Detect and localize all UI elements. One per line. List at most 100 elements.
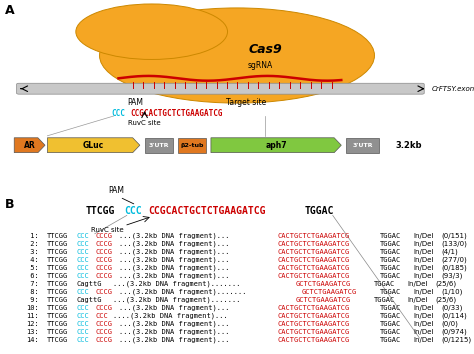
Text: CCC: CCC — [77, 321, 90, 327]
Text: ...(3.2kb DNA fragment)...: ...(3.2kb DNA fragment)... — [119, 336, 230, 343]
Text: CCC: CCC — [95, 313, 108, 319]
Text: TGGAC: TGGAC — [380, 289, 401, 295]
Text: CCC: CCC — [111, 109, 125, 119]
Text: 6:: 6: — [26, 273, 39, 279]
Text: In/Del: In/Del — [413, 233, 433, 239]
Text: CCCG: CCCG — [95, 289, 112, 295]
Ellipse shape — [100, 8, 374, 103]
Text: In/Del: In/Del — [413, 321, 433, 327]
Text: (1/10): (1/10) — [441, 289, 463, 295]
Text: PAM: PAM — [127, 98, 143, 107]
Text: In/Del: In/Del — [413, 241, 433, 247]
Text: (0/0): (0/0) — [441, 320, 458, 327]
Text: 2:: 2: — [26, 241, 39, 247]
Text: CACTGCTCTGAAGATCG: CACTGCTCTGAAGATCG — [277, 329, 349, 335]
Text: In/Del: In/Del — [413, 265, 433, 271]
Text: 12:: 12: — [26, 321, 39, 327]
Text: CACTGCTCTGAAGATCG: CACTGCTCTGAAGATCG — [277, 337, 349, 343]
Text: TGGAC: TGGAC — [304, 206, 334, 216]
Text: Cas9: Cas9 — [248, 43, 283, 56]
Text: CCCG: CCCG — [95, 265, 112, 271]
Text: ...(3.2kb DNA fragment)...: ...(3.2kb DNA fragment)... — [119, 233, 230, 239]
Polygon shape — [47, 138, 140, 153]
Text: In/Del: In/Del — [407, 297, 428, 303]
Text: TTCGG: TTCGG — [46, 241, 68, 247]
Text: ...(3.2kb DNA fragment)...: ...(3.2kb DNA fragment)... — [119, 273, 230, 279]
Text: TTCGG: TTCGG — [46, 329, 68, 335]
Text: CCC: CCC — [77, 233, 90, 239]
Text: TGGAC: TGGAC — [380, 257, 401, 263]
Text: TTCGG: TTCGG — [85, 206, 115, 216]
Text: TTCGG: TTCGG — [46, 233, 68, 239]
Text: aph7: aph7 — [265, 141, 287, 150]
Text: GLuc: GLuc — [83, 141, 104, 150]
Polygon shape — [145, 138, 173, 153]
Text: CrFTSY.exon4: CrFTSY.exon4 — [431, 86, 474, 92]
Text: GCTCTGAAGATCG: GCTCTGAAGATCG — [295, 297, 351, 303]
Text: TGGAC: TGGAC — [380, 233, 401, 239]
Text: ...(3.2kb DNA fragment)...: ...(3.2kb DNA fragment)... — [119, 265, 230, 271]
Text: CCCG: CCCG — [95, 241, 112, 247]
Text: 10:: 10: — [26, 305, 39, 311]
Text: In/Del: In/Del — [413, 313, 433, 319]
Text: TTCGG: TTCGG — [46, 257, 68, 263]
Text: CCCG: CCCG — [95, 329, 112, 335]
Text: ...(3.2kb DNA fragment)...: ...(3.2kb DNA fragment)... — [119, 249, 230, 255]
Text: CACTGCTCTGAAGATCG: CACTGCTCTGAAGATCG — [277, 241, 349, 247]
Text: TGGAC: TGGAC — [380, 249, 401, 255]
Text: A: A — [5, 4, 14, 17]
Text: CCC: CCC — [77, 257, 90, 263]
Text: 9:: 9: — [26, 297, 39, 303]
Text: CCC: CCC — [77, 305, 90, 311]
Text: CCC: CCC — [124, 206, 142, 216]
Text: TGGAC: TGGAC — [380, 329, 401, 335]
Text: PAM: PAM — [109, 187, 124, 195]
Text: 5:: 5: — [26, 265, 39, 271]
Text: (0/33): (0/33) — [441, 304, 463, 311]
Text: 11:: 11: — [26, 313, 39, 319]
Text: ...(3.2kb DNA fragment).......: ...(3.2kb DNA fragment)....... — [113, 297, 241, 303]
Text: GCTCTGAAGATCG: GCTCTGAAGATCG — [295, 281, 351, 287]
Text: β2-tub: β2-tub — [180, 143, 204, 148]
Text: TTCGG: TTCGG — [46, 281, 68, 287]
Text: (0/151): (0/151) — [441, 233, 467, 239]
FancyBboxPatch shape — [17, 83, 424, 94]
Text: ...(3.2kb DNA fragment)...: ...(3.2kb DNA fragment)... — [119, 320, 230, 327]
Text: TGGAC: TGGAC — [374, 297, 395, 303]
Text: In/Del: In/Del — [413, 329, 433, 335]
Text: (0/974): (0/974) — [441, 329, 467, 335]
Text: CCCG: CCCG — [95, 305, 112, 311]
Text: (4/1): (4/1) — [441, 249, 458, 255]
Text: TGGAC: TGGAC — [380, 241, 401, 247]
Text: CCCG: CCCG — [95, 233, 112, 239]
Text: CACTGCTCTGAAGATCG: CACTGCTCTGAAGATCG — [277, 249, 349, 255]
Text: TTCGG: TTCGG — [46, 297, 68, 303]
Text: CACTGCTCTGAAGATCG: CACTGCTCTGAAGATCG — [277, 233, 349, 239]
Polygon shape — [211, 138, 341, 153]
Polygon shape — [14, 138, 45, 153]
Text: CCC: CCC — [77, 313, 90, 319]
Text: TGGAC: TGGAC — [380, 313, 401, 319]
Text: CCC: CCC — [77, 337, 90, 343]
Text: TTCGG: TTCGG — [46, 305, 68, 311]
Text: CACTGCTCTGAAGATCG: CACTGCTCTGAAGATCG — [277, 273, 349, 279]
Text: CCGCACTGCTCTGAAGATCG: CCGCACTGCTCTGAAGATCG — [130, 109, 223, 119]
Text: CCGCACTGCTCTGAAGATCG: CCGCACTGCTCTGAAGATCG — [148, 206, 265, 216]
Text: 8:: 8: — [26, 289, 39, 295]
Text: TGGAC: TGGAC — [380, 273, 401, 279]
Text: CACTGCTCTGAAGATCG: CACTGCTCTGAAGATCG — [277, 313, 349, 319]
Text: CCC: CCC — [77, 289, 90, 295]
Text: ...(3.2kb DNA fragment).......: ...(3.2kb DNA fragment)....... — [113, 281, 241, 287]
Text: ...(3.2kb DNA fragment)...: ...(3.2kb DNA fragment)... — [119, 304, 230, 311]
Text: CCC: CCC — [77, 249, 90, 255]
Text: ....(3.2kb DNA fragment)...: ....(3.2kb DNA fragment)... — [113, 313, 228, 319]
Text: CCCG: CCCG — [95, 321, 112, 327]
Text: B: B — [5, 198, 14, 211]
Text: CCCG: CCCG — [95, 337, 112, 343]
Text: 13:: 13: — [26, 329, 39, 335]
Polygon shape — [178, 138, 206, 153]
Text: AR: AR — [24, 141, 36, 150]
Text: CACTGCTCTGAAGATCG: CACTGCTCTGAAGATCG — [277, 321, 349, 327]
Text: CCCG: CCCG — [95, 257, 112, 263]
Text: 4:: 4: — [26, 257, 39, 263]
